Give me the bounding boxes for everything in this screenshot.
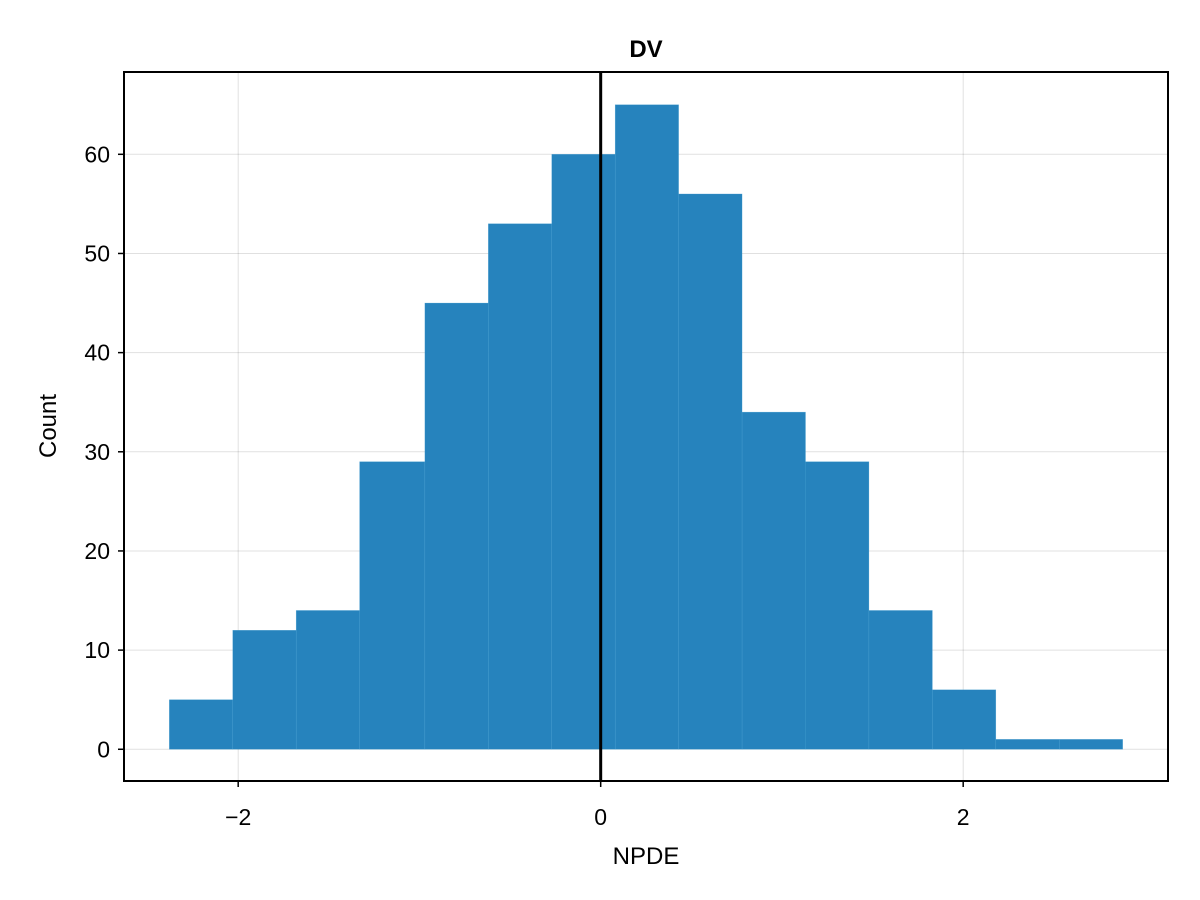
- histogram-bar: [169, 699, 233, 750]
- x-tick-label: 2: [957, 804, 970, 830]
- histogram-bar: [359, 461, 426, 750]
- histogram-bar: [232, 630, 297, 750]
- histogram-bar: [614, 104, 679, 750]
- y-tick-label: 0: [97, 736, 110, 762]
- x-axis-label: NPDE: [613, 843, 680, 870]
- histogram-bar: [741, 411, 806, 750]
- plot-frame: [123, 71, 1169, 782]
- x-tick-label: 0: [594, 804, 607, 830]
- histogram-bar: [1059, 739, 1123, 750]
- y-tick-label: 20: [84, 538, 110, 564]
- histogram-bar: [868, 610, 933, 750]
- y-tick-label: 50: [84, 240, 110, 266]
- histogram-bar: [551, 154, 616, 750]
- chart-title: DV: [629, 36, 662, 63]
- histogram-bar: [995, 739, 1060, 750]
- histogram-bar: [805, 461, 870, 750]
- bars: [169, 104, 1123, 750]
- histogram-bar: [488, 223, 552, 750]
- histogram-bar: [932, 689, 997, 750]
- histogram-bar: [295, 610, 360, 750]
- histogram-bar: [678, 193, 743, 750]
- histogram-bar: [424, 302, 489, 750]
- x-tick-label: −2: [225, 804, 251, 830]
- y-axis-label: Count: [35, 394, 62, 458]
- y-tick-label: 10: [84, 637, 110, 663]
- y-tick-label: 30: [84, 439, 110, 465]
- y-tick-label: 60: [84, 141, 110, 167]
- y-tick-label: 40: [84, 340, 110, 366]
